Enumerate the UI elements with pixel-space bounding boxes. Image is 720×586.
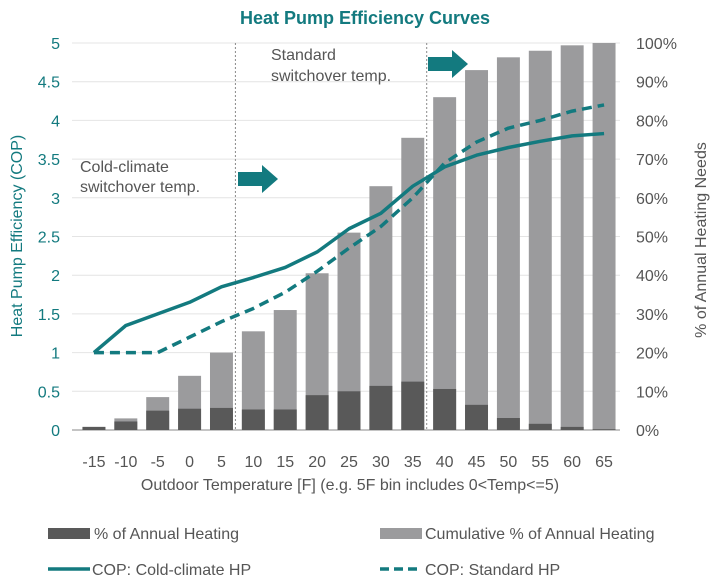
left-tick-label: 3.5: [38, 152, 60, 169]
switchover-lines: [234, 43, 428, 430]
x-axis-ticks: -15 -10 -5 0 5 10 15 20 25 30 35 40 45 50 55 60 65: [82, 454, 613, 471]
annotation-standard: Standard switchover temp.: [271, 47, 468, 85]
x-tick-label: 30: [372, 454, 390, 471]
x-tick-label: -15: [82, 454, 105, 471]
legend-label: COP: Standard HP: [425, 562, 560, 579]
left-tick-label: 0.5: [38, 384, 60, 401]
legend-item-cumulative: Cumulative % of Annual Heating: [380, 526, 654, 543]
x-tick-label: 15: [276, 454, 294, 471]
x-tick-label: 35: [404, 454, 422, 471]
annotation-cold-climate: Cold-climate switchover temp.: [80, 159, 278, 196]
arrow-right-icon: [238, 165, 278, 193]
x-tick-label: -5: [151, 454, 165, 471]
line-standard-hp: [93, 103, 605, 355]
cop-lines: [92, 103, 605, 355]
left-tick-label: 3: [51, 191, 60, 208]
bar-annual: [337, 391, 361, 430]
x-tick-label: 45: [468, 454, 486, 471]
bar-annual: [528, 423, 552, 430]
bar-annual: [146, 410, 170, 430]
bar-cumulative: [273, 310, 297, 430]
bar-annual: [305, 395, 329, 430]
bar-annual: [496, 418, 520, 430]
bar-cumulative: [337, 232, 361, 430]
left-tick-label: 4: [51, 113, 60, 130]
right-tick-label: 60%: [636, 191, 668, 208]
right-tick-label: 50%: [636, 230, 668, 247]
legend: % of Annual Heating Cumulative % of Annu…: [48, 526, 654, 579]
left-tick-label: 2.5: [38, 230, 60, 247]
right-tick-label: 70%: [636, 152, 668, 169]
bar-annual: [401, 381, 425, 430]
left-tick-label: 4.5: [38, 75, 60, 92]
bar-cumulative: [560, 45, 584, 431]
bar-cumulative: [401, 137, 425, 430]
x-axis-label: Outdoor Temperature [F] (e.g. 5F bin inc…: [141, 477, 559, 494]
bar-annual: [241, 409, 265, 430]
annotation-text-line: Cold-climate: [80, 159, 169, 176]
right-axis-ticks: 0% 10% 20% 30% 40% 50% 60% 70% 80% 90% 100%: [636, 36, 677, 440]
right-tick-label: 80%: [636, 113, 668, 130]
right-tick-label: 40%: [636, 268, 668, 285]
x-tick-label: 55: [531, 454, 549, 471]
bar-cumulative: [369, 186, 393, 430]
left-tick-label: 1.5: [38, 307, 60, 324]
x-tick-label: 25: [340, 454, 358, 471]
x-tick-label: 20: [308, 454, 326, 471]
bar-annual: [369, 385, 393, 430]
x-tick-label: 40: [436, 454, 454, 471]
right-tick-label: 0%: [636, 423, 659, 440]
bar-cumulative: [241, 331, 265, 430]
bar-annual: [209, 407, 233, 430]
bar-annual: [82, 426, 106, 430]
legend-item-cold-climate: COP: Cold-climate HP: [48, 562, 251, 579]
legend-item-annual-heating: % of Annual Heating: [48, 526, 239, 543]
legend-swatch: [48, 528, 90, 539]
annotation-text-line: Standard: [271, 47, 336, 64]
arrow-right-icon: [428, 50, 468, 78]
bar-annual: [433, 388, 457, 430]
x-tick-label: 0: [185, 454, 194, 471]
x-tick-label: 10: [244, 454, 262, 471]
legend-label: Cumulative % of Annual Heating: [425, 526, 654, 543]
annotation-text-line: switchover temp.: [80, 179, 200, 196]
bar-annual: [273, 409, 297, 430]
left-axis-ticks: 0 0.5 1 1.5 2 2.5 3 3.5 4 4.5 5: [38, 36, 60, 440]
bar-cumulative: [528, 50, 552, 431]
bar-cumulative: [433, 97, 457, 431]
left-tick-label: 2: [51, 268, 60, 285]
bar-cumulative: [496, 57, 520, 430]
bar-annual: [465, 404, 489, 430]
legend-label: % of Annual Heating: [94, 526, 239, 543]
left-tick-label: 1: [51, 346, 60, 363]
bar-annual: [560, 426, 584, 430]
left-axis-label: Heat Pump Efficiency (COP): [9, 135, 26, 337]
bar-cumulative: [305, 273, 329, 430]
legend-swatch: [380, 528, 422, 539]
right-tick-label: 20%: [636, 346, 668, 363]
right-tick-label: 100%: [636, 36, 677, 53]
right-tick-label: 10%: [636, 384, 668, 401]
bar-annual: [178, 408, 202, 430]
annotation-text-line: switchover temp.: [271, 68, 391, 85]
x-tick-label: 50: [500, 454, 518, 471]
bar-cumulative: [465, 70, 489, 430]
x-tick-label: 65: [595, 454, 613, 471]
x-tick-label: -10: [114, 454, 137, 471]
bar-annual: [592, 429, 616, 430]
left-tick-label: 0: [51, 423, 60, 440]
right-tick-label: 90%: [636, 75, 668, 92]
legend-item-standard: COP: Standard HP: [380, 562, 560, 579]
legend-label: COP: Cold-climate HP: [92, 562, 251, 579]
x-tick-label: 5: [217, 454, 226, 471]
x-tick-label: 60: [563, 454, 581, 471]
bar-annual: [114, 421, 138, 430]
chart-title: Heat Pump Efficiency Curves: [240, 8, 490, 28]
left-tick-label: 5: [51, 36, 60, 53]
right-tick-label: 30%: [636, 307, 668, 324]
bar-cumulative: [592, 43, 616, 430]
right-axis-label: % of Annual Heating Needs: [693, 142, 710, 338]
